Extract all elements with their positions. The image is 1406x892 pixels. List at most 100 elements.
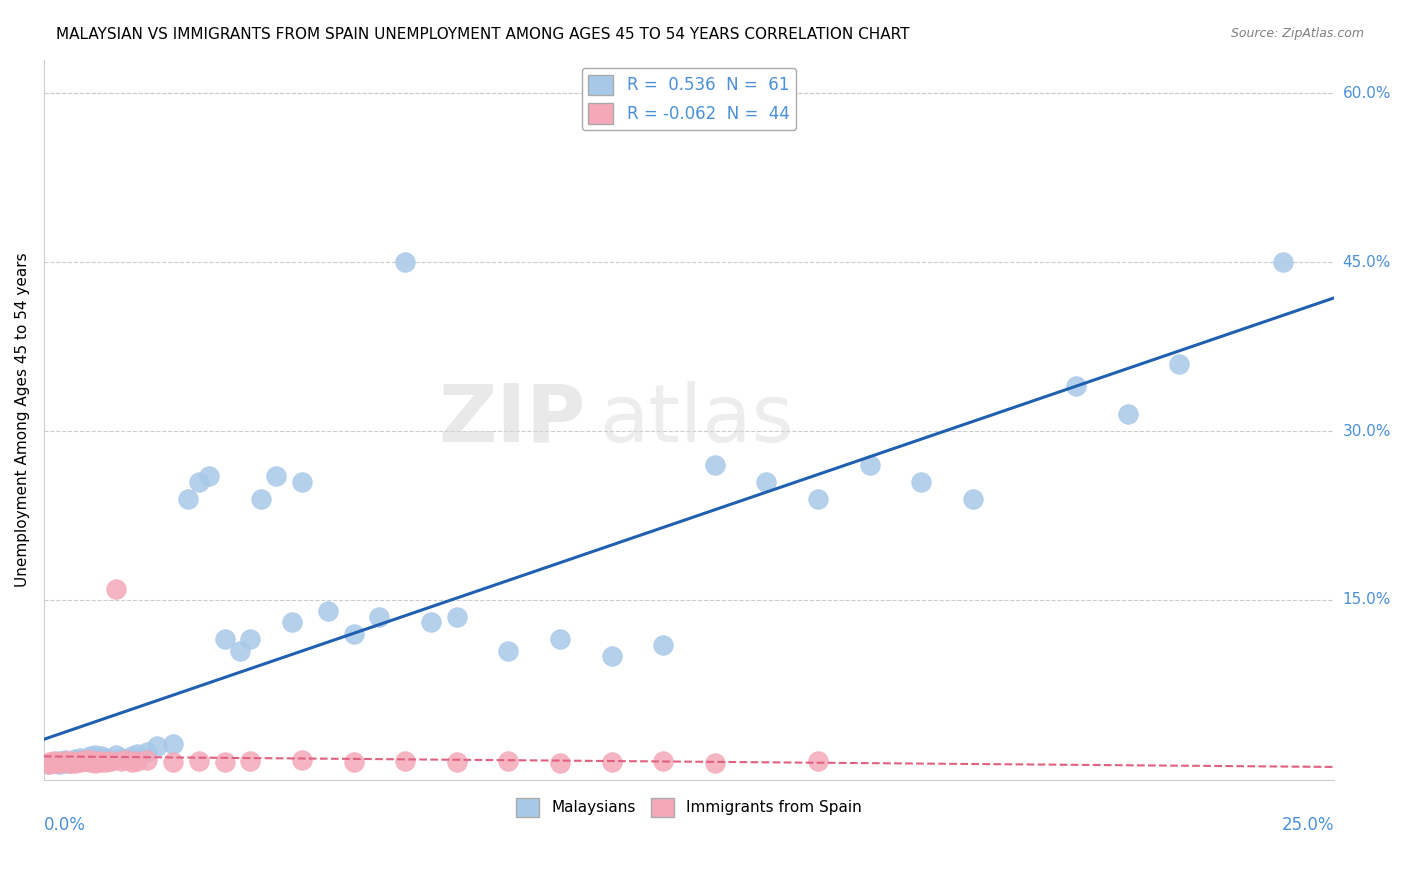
Text: 45.0%: 45.0% [1343, 255, 1391, 269]
Point [100, 753, 122, 767]
Point [316, 604, 339, 618]
Text: 60.0%: 60.0% [1343, 86, 1391, 101]
Point [1064, 379, 1087, 393]
Point [394, 255, 416, 269]
Point [38, 757, 60, 772]
Point [394, 754, 416, 768]
Point [342, 626, 364, 640]
Point [249, 491, 271, 506]
Point [53, 756, 76, 771]
Point [90, 754, 112, 768]
Point [69, 755, 91, 769]
Point [79, 755, 101, 769]
Point [75, 753, 97, 767]
Point [420, 615, 443, 630]
Point [214, 755, 236, 769]
Text: ZIP: ZIP [439, 381, 586, 458]
Point [105, 748, 128, 763]
Point [600, 649, 623, 664]
Point [44, 754, 66, 768]
Point [84, 748, 107, 763]
Point [498, 754, 520, 768]
Point [187, 754, 209, 768]
Text: atlas: atlas [599, 381, 793, 458]
Point [162, 755, 184, 769]
Point [79, 753, 101, 767]
Point [125, 747, 148, 761]
Point [136, 753, 159, 767]
Point [53, 754, 76, 768]
Point [446, 755, 468, 769]
Point [94, 750, 117, 764]
Point [548, 632, 571, 647]
Point [652, 638, 675, 652]
Point [652, 754, 675, 768]
Point [1116, 407, 1139, 421]
Text: 25.0%: 25.0% [1282, 816, 1334, 834]
Point [69, 750, 91, 764]
Text: MALAYSIAN VS IMMIGRANTS FROM SPAIN UNEMPLOYMENT AMONG AGES 45 TO 54 YEARS CORREL: MALAYSIAN VS IMMIGRANTS FROM SPAIN UNEMP… [56, 27, 910, 42]
Point [110, 754, 132, 768]
Point [115, 752, 138, 766]
Point [69, 754, 91, 768]
Point [44, 756, 66, 771]
Point [498, 643, 520, 657]
Point [1168, 357, 1191, 371]
Point [703, 458, 725, 472]
Point [94, 755, 117, 769]
Point [38, 755, 60, 769]
Point [48, 755, 70, 769]
Point [84, 750, 107, 764]
Point [239, 632, 262, 647]
Legend: Malaysians, Immigrants from Spain: Malaysians, Immigrants from Spain [510, 792, 868, 822]
Point [229, 643, 252, 657]
Point [136, 745, 159, 759]
Point [63, 755, 86, 769]
Point [146, 739, 169, 754]
Point [198, 469, 221, 483]
Point [755, 475, 778, 489]
Point [63, 752, 86, 766]
Point [110, 750, 132, 764]
Point [280, 615, 302, 630]
Point [162, 737, 184, 751]
Point [48, 754, 70, 768]
Point [239, 754, 262, 768]
Point [59, 755, 82, 769]
Point [807, 491, 830, 506]
Point [105, 582, 128, 596]
Point [342, 755, 364, 769]
Point [291, 753, 314, 767]
Point [859, 458, 882, 472]
Point [1271, 255, 1294, 269]
Point [79, 753, 101, 767]
Point [962, 491, 984, 506]
Point [44, 755, 66, 769]
Point [84, 754, 107, 768]
Point [291, 475, 314, 489]
Point [48, 756, 70, 771]
Point [69, 754, 91, 768]
Point [90, 749, 112, 764]
Point [84, 756, 107, 771]
Point [90, 755, 112, 769]
Point [264, 469, 287, 483]
Y-axis label: Unemployment Among Ages 45 to 54 years: Unemployment Among Ages 45 to 54 years [15, 252, 30, 587]
Point [115, 753, 138, 767]
Point [53, 753, 76, 767]
Point [121, 749, 143, 764]
Point [53, 755, 76, 769]
Point [90, 752, 112, 766]
Point [63, 754, 86, 768]
Point [75, 754, 97, 768]
Point [807, 754, 830, 768]
Point [75, 752, 97, 766]
Point [548, 756, 571, 771]
Point [59, 756, 82, 771]
Point [75, 754, 97, 768]
Point [48, 757, 70, 772]
Text: Source: ZipAtlas.com: Source: ZipAtlas.com [1230, 27, 1364, 40]
Point [446, 610, 468, 624]
Point [368, 610, 391, 624]
Point [187, 475, 209, 489]
